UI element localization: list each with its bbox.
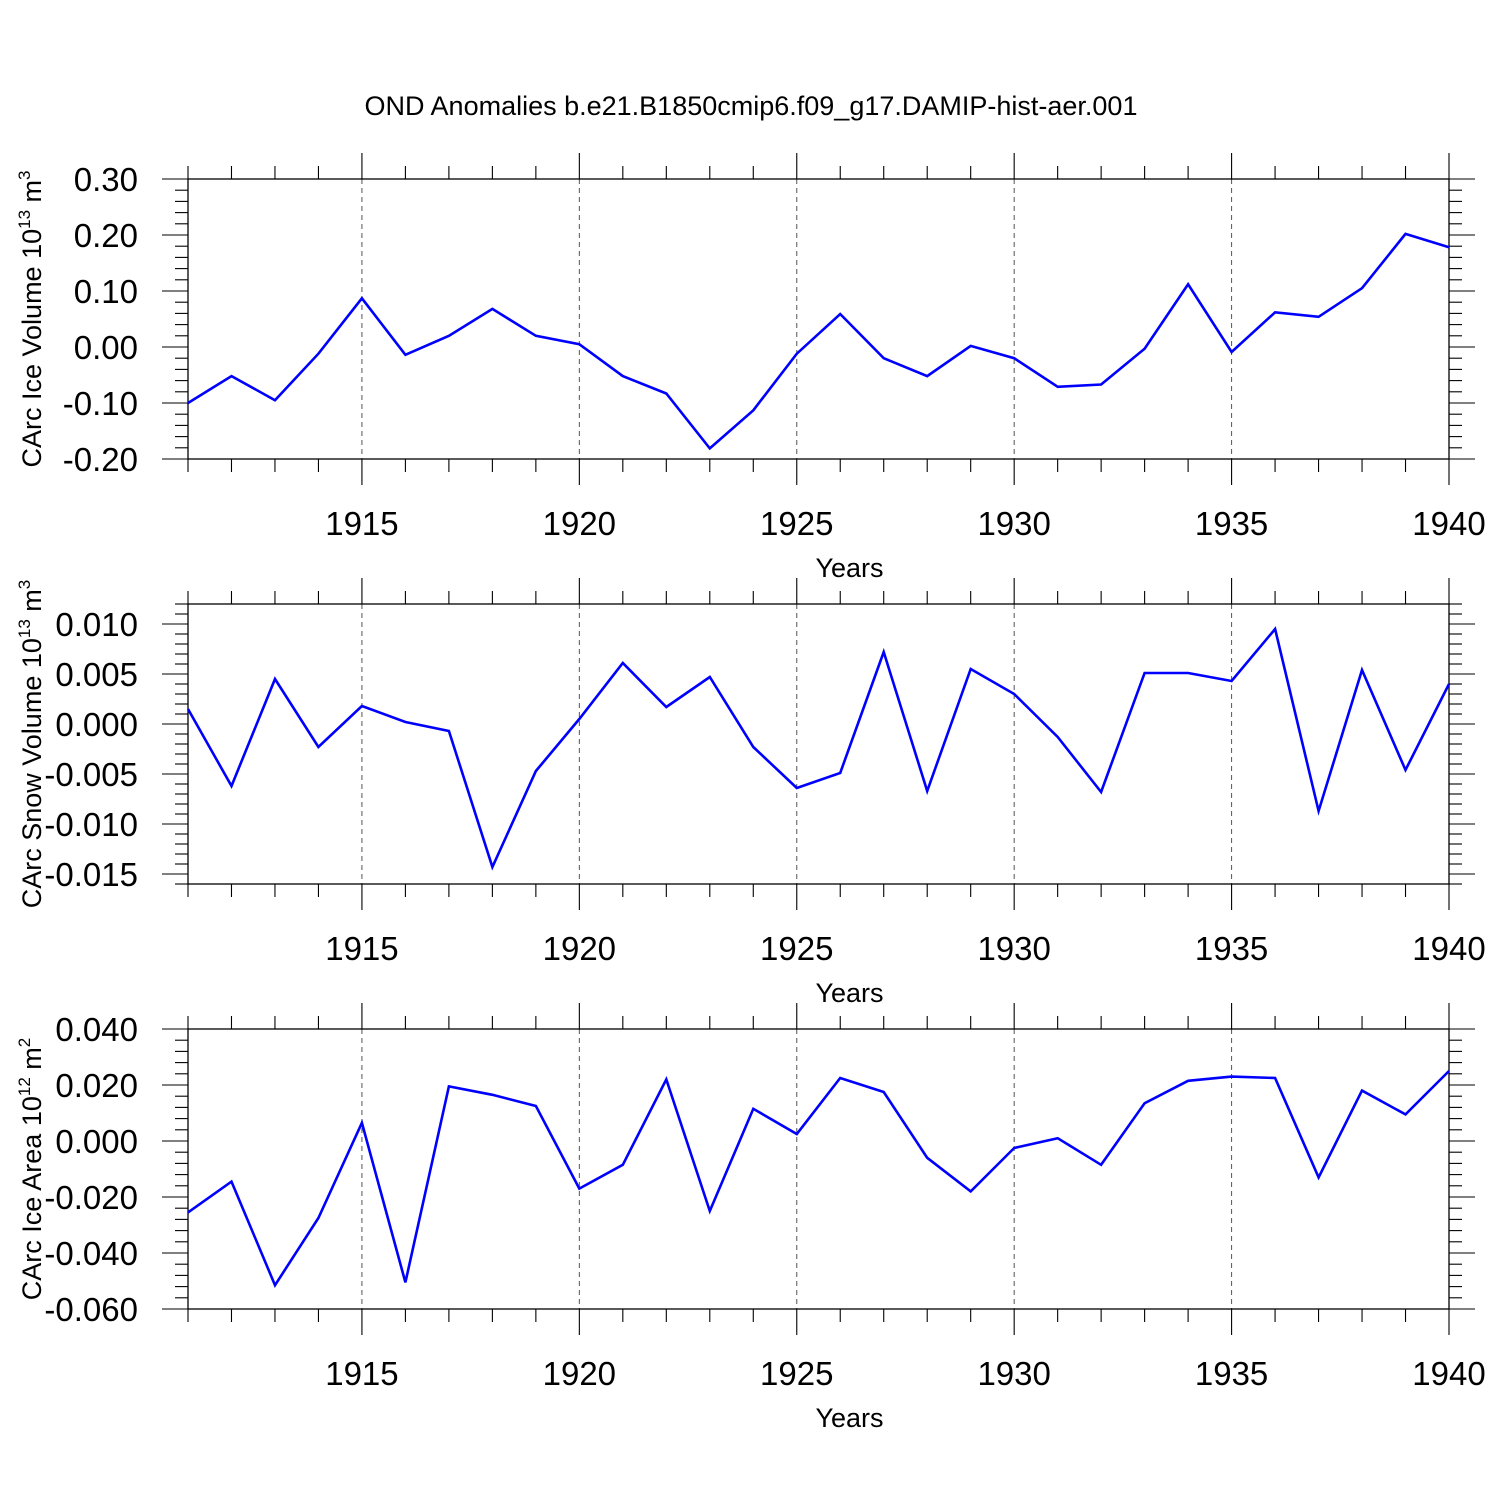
y-tick-label: 0.10 xyxy=(74,273,138,310)
x-tick-label: 1935 xyxy=(1195,930,1268,967)
y-tick-label: 0.005 xyxy=(55,656,138,693)
x-tick-label: 1925 xyxy=(760,930,833,967)
x-tick-label: 1920 xyxy=(543,930,616,967)
x-tick-label: 1930 xyxy=(977,930,1050,967)
series-line-ice-volume xyxy=(187,232,1450,451)
plot-frame xyxy=(187,178,1450,460)
y-tick-label: 0.000 xyxy=(55,706,138,743)
y-tick-label: 0.020 xyxy=(55,1067,138,1104)
y-axis-label: CArc Ice Volume 1013 m3 xyxy=(15,170,47,467)
x-tick-label: 1930 xyxy=(977,1355,1050,1392)
x-tick-label: 1915 xyxy=(325,1355,398,1392)
x-axis-label: Years xyxy=(815,978,883,1008)
x-tick-label: 1930 xyxy=(977,505,1050,542)
y-tick-label: -0.010 xyxy=(44,806,138,843)
y-tick-label: 0.30 xyxy=(74,161,138,198)
plot-frame xyxy=(187,1028,1450,1310)
x-tick-label: 1915 xyxy=(325,930,398,967)
y-tick-label: -0.015 xyxy=(44,856,138,893)
x-tick-label: 1935 xyxy=(1195,505,1268,542)
y-tick-label: -0.040 xyxy=(44,1235,138,1272)
y-tick-label: -0.020 xyxy=(44,1179,138,1216)
panel-ice-area: -0.060 -0.040 -0.020 0.000 0.020 0.040 1915 192… xyxy=(15,1003,1486,1433)
y-tick-label: -0.20 xyxy=(63,441,138,478)
y-tick-label: 0.20 xyxy=(74,217,138,254)
x-tick-label: 1920 xyxy=(543,505,616,542)
y-tick-label: -0.060 xyxy=(44,1291,138,1328)
x-tick-label: 1940 xyxy=(1412,505,1485,542)
x-axis-label: Years xyxy=(815,553,883,583)
x-tick-label: 1935 xyxy=(1195,1355,1268,1392)
y-tick-label: -0.005 xyxy=(44,756,138,793)
x-tick-label: 1925 xyxy=(760,1355,833,1392)
x-tick-label: 1915 xyxy=(325,505,398,542)
y-axis-label: CArc Ice Area 1012 m2 xyxy=(15,1038,47,1301)
y-axis-label: CArc Snow Volume 1013 m3 xyxy=(15,580,47,909)
x-tick-label: 1940 xyxy=(1412,930,1485,967)
panel-snow-volume: -0.015 -0.010 -0.005 0.000 0.005 0.010 1915 192… xyxy=(15,578,1486,1008)
x-tick-label: 1920 xyxy=(543,1355,616,1392)
y-tick-label: -0.10 xyxy=(63,385,138,422)
y-tick-label: 0.040 xyxy=(55,1011,138,1048)
chart-title: OND Anomalies b.e21.B1850cmip6.f09_g17.D… xyxy=(365,91,1138,121)
x-axis-label: Years xyxy=(815,1403,883,1433)
panel-ice-volume: -0.20 -0.10 0.00 0.10 0.20 0.30 1915 1920 1925 19… xyxy=(15,153,1486,583)
x-tick-label: 1940 xyxy=(1412,1355,1485,1392)
series-line-snow-volume xyxy=(186,626,1451,871)
x-tick-label: 1925 xyxy=(760,505,833,542)
y-tick-label: 0.00 xyxy=(74,329,138,366)
y-tick-label: 0.010 xyxy=(55,606,138,643)
y-tick-label: 0.000 xyxy=(55,1123,138,1160)
series-line-ice-area xyxy=(187,1070,1450,1288)
